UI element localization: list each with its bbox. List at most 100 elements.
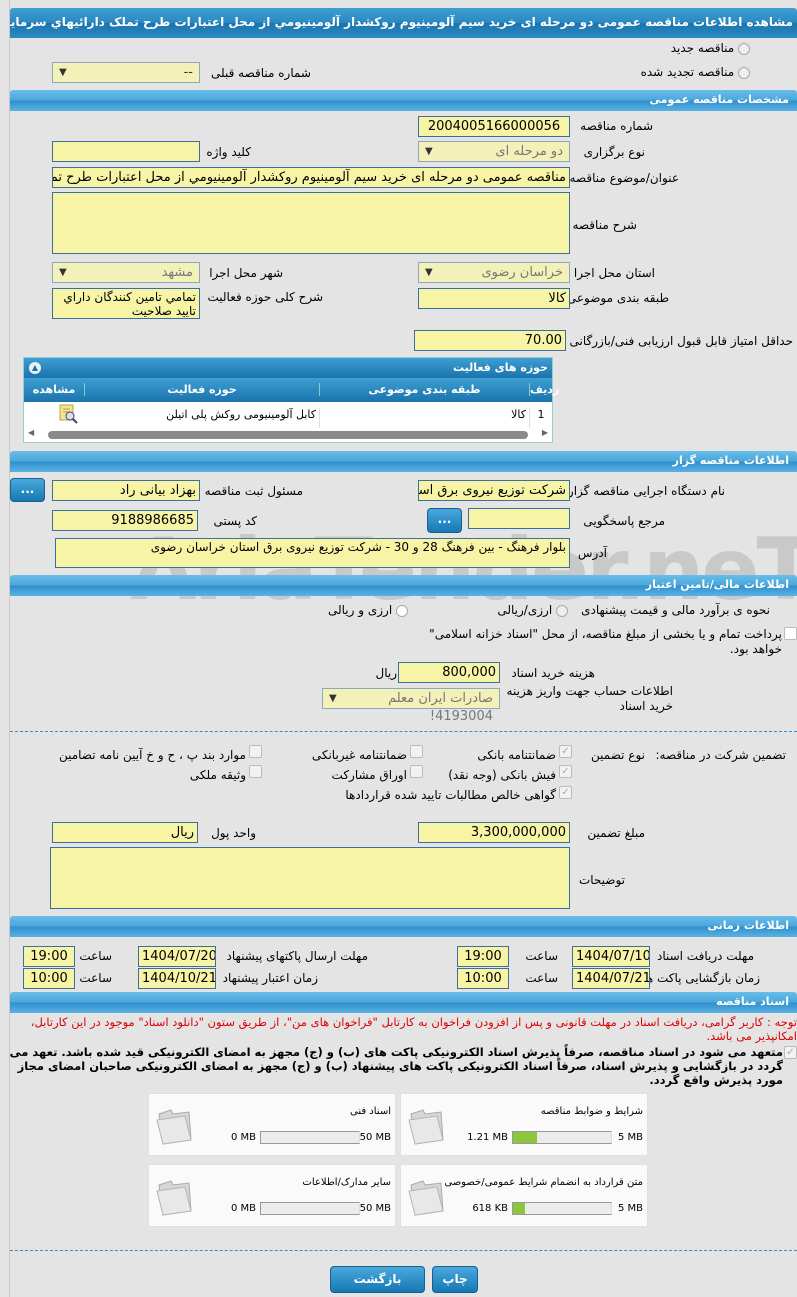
postal-field[interactable]: 9188986685 xyxy=(52,510,198,531)
type-select[interactable]: دو مرحله ای ▼ xyxy=(418,141,570,162)
responsible-more-button[interactable]: ... xyxy=(10,478,45,502)
validity-label: زمان اعتبار پیشنهاد xyxy=(222,971,318,985)
divider xyxy=(10,731,797,732)
view-document-icon[interactable] xyxy=(58,404,78,424)
validity-field[interactable]: 1404/10/21 xyxy=(138,968,216,989)
section-finance: اطلاعات مالی/تامین اعتبار xyxy=(10,575,797,596)
radio-label: ارزی و ریالی xyxy=(327,603,393,617)
org-label: نام دستگاه اجرایی مناقصه گزار xyxy=(567,484,725,498)
open-label: زمان بازگشایی پاکت ها xyxy=(643,971,760,985)
submit-time[interactable]: 19:00 xyxy=(23,946,75,967)
min-score-field[interactable]: 70.00 xyxy=(414,330,566,351)
guarantee-option-label: فیش بانکی (وجه نقد) xyxy=(448,768,556,782)
ref-more-button[interactable]: ... xyxy=(427,508,462,533)
submit-field[interactable]: 1404/07/20 xyxy=(138,946,216,967)
watermark-logo: AriaTender.neT xyxy=(130,520,797,620)
col-category: طبقه بندی موضوعی xyxy=(320,383,530,396)
radio-renewed-tender[interactable]: مناقصه تجدید شده xyxy=(600,65,750,79)
doc-deadline-field[interactable]: 1404/07/10 xyxy=(572,946,650,967)
radio-label: مناقصه تجدید شده xyxy=(640,65,735,79)
account-select[interactable]: صادرات ایران معلم 4193004! ▼ xyxy=(322,688,500,724)
commitment-checkbox[interactable]: ✓ xyxy=(784,1046,797,1059)
activity-table-title: حوزه های فعالیت xyxy=(24,358,552,378)
org-field[interactable]: شرکت توزیع نیروی برق استان خراسان رضوی xyxy=(418,480,570,501)
document-size-fill xyxy=(513,1132,537,1143)
validity-time[interactable]: 10:00 xyxy=(23,968,75,989)
document-size-bar xyxy=(512,1131,612,1144)
amount-field[interactable]: 3,300,000,000 xyxy=(418,822,570,843)
guarantee-bonds-checkbox[interactable] xyxy=(410,765,423,778)
table-row: 1 کالا کابل آلومینیومی روکش پلی اتیلن xyxy=(24,402,552,428)
document-box[interactable]: متن قرارداد به انضمام شرایط عمومی/خصوصی 5… xyxy=(400,1164,648,1227)
folder-icon xyxy=(155,1106,193,1146)
hour-label: ساعت xyxy=(79,971,112,985)
document-used-size: 618 KB xyxy=(472,1203,508,1214)
chevron-down-icon: ▼ xyxy=(425,146,433,157)
collapse-icon[interactable]: ▲ xyxy=(29,362,41,374)
radio-currency-rial[interactable]: ارزی/ریالی xyxy=(480,603,568,617)
province-select[interactable]: خراسان رضوی ▼ xyxy=(418,262,570,283)
back-button[interactable]: بازگشت xyxy=(330,1266,425,1293)
document-size-fill xyxy=(513,1203,525,1214)
guarantee-nonbank-checkbox[interactable] xyxy=(410,745,423,758)
document-size-bar xyxy=(260,1202,360,1215)
folder-icon xyxy=(155,1177,193,1217)
guarantee-cash-checkbox[interactable]: ✓ xyxy=(559,765,572,778)
document-box[interactable]: سایر مدارک/اطلاعات 50 MB 0 MB xyxy=(148,1164,396,1227)
subject-field[interactable]: مناقصه عمومی دو مرحله ای خرید سیم آلومین… xyxy=(52,167,570,188)
guarantee-regulation-checkbox[interactable] xyxy=(249,745,262,758)
radio-currency-and-rial[interactable]: ارزی و ریالی xyxy=(320,603,408,617)
currency-field[interactable]: ریال xyxy=(52,822,198,843)
section-docs: اسناد مناقصه xyxy=(10,992,797,1013)
number-label: شماره مناقصه xyxy=(580,119,653,133)
guarantee-property-checkbox[interactable] xyxy=(249,765,262,778)
guarantee-claims-checkbox[interactable]: ✓ xyxy=(559,786,572,799)
open-time[interactable]: 10:00 xyxy=(457,968,509,989)
fee-unit: ریال xyxy=(375,666,397,680)
treasury-checkbox[interactable] xyxy=(784,627,797,640)
prev-tender-select[interactable]: -- ▼ xyxy=(52,62,200,83)
document-name: سایر مدارک/اطلاعات xyxy=(302,1177,391,1188)
print-button[interactable]: چاپ xyxy=(432,1266,478,1293)
folder-icon xyxy=(407,1106,445,1146)
treasury-text: پرداخت تمام و یا بخشی از مبلغ مناقصه، از… xyxy=(429,627,782,656)
activity-table: حوزه های فعالیت ▲ ردیف طبقه بندی موضوعی … xyxy=(23,357,559,443)
responsible-field[interactable]: بهزاد بیانی راد xyxy=(52,480,200,501)
keyword-field[interactable] xyxy=(52,141,200,162)
activity-desc-label: شرح کلی حوزه فعالیت xyxy=(207,290,324,304)
cell-activity: کابل آلومینیومی روکش پلی اتیلن xyxy=(85,408,320,428)
category-field[interactable]: کالا xyxy=(418,288,570,309)
submit-label: مهلت ارسال پاکتهای پیشنهاد xyxy=(226,949,368,963)
hour-label: ساعت xyxy=(525,971,558,985)
desc-field[interactable] xyxy=(52,192,570,254)
document-name: شرایط و ضوابط مناقصه xyxy=(540,1106,643,1117)
currency-label: واحد پول xyxy=(211,826,256,840)
ref-field[interactable] xyxy=(468,508,570,529)
document-size-bar xyxy=(260,1131,360,1144)
open-field[interactable]: 1404/07/21 xyxy=(572,968,650,989)
chevron-down-icon: ▼ xyxy=(329,693,337,704)
col-view: مشاهده xyxy=(24,383,85,396)
document-size-bar xyxy=(512,1202,612,1215)
category-label: طبقه بندی موضوعی xyxy=(566,291,669,305)
city-select[interactable]: مشهد ▼ xyxy=(52,262,200,283)
guarantee-option-label: گواهی خالص مطالبات تایید شده قراردادها xyxy=(345,788,556,802)
table-header: ردیف طبقه بندی موضوعی حوزه فعالیت مشاهده xyxy=(24,378,559,402)
hour-label: ساعت xyxy=(525,949,558,963)
doc-deadline-time[interactable]: 19:00 xyxy=(457,946,509,967)
document-box[interactable]: شرایط و ضوابط مناقصه 5 MB 1.21 MB xyxy=(400,1093,648,1156)
radio-new-tender[interactable]: مناقصه جدید xyxy=(600,41,750,55)
col-activity: حوزه فعالیت xyxy=(85,383,320,396)
document-box[interactable]: اسناد فنی 50 MB 0 MB xyxy=(148,1093,396,1156)
address-field[interactable]: بلوار فرهنگ - بین فرهنگ 28 و 30 - شرکت ت… xyxy=(55,538,570,568)
activity-desc-field[interactable]: تمامي تامين كنندگان داراي تاييد صلاحيت xyxy=(52,288,200,319)
guarantee-bank-checkbox[interactable]: ✓ xyxy=(559,745,572,758)
guarantee-option-label: موارد بند پ ، ح و خ آیین نامه تضامین xyxy=(58,748,246,762)
fee-field[interactable]: 800,000 xyxy=(398,662,500,683)
notes-field[interactable] xyxy=(50,847,570,909)
tender-number-field[interactable]: 2004005166000056 xyxy=(418,116,570,137)
horizontal-scrollbar[interactable]: ◀ ▶ xyxy=(28,428,548,439)
doc-deadline-label: مهلت دریافت اسناد xyxy=(656,949,754,963)
document-used-size: 0 MB xyxy=(230,1203,256,1214)
city-label: شهر محل اجرا xyxy=(209,266,283,280)
